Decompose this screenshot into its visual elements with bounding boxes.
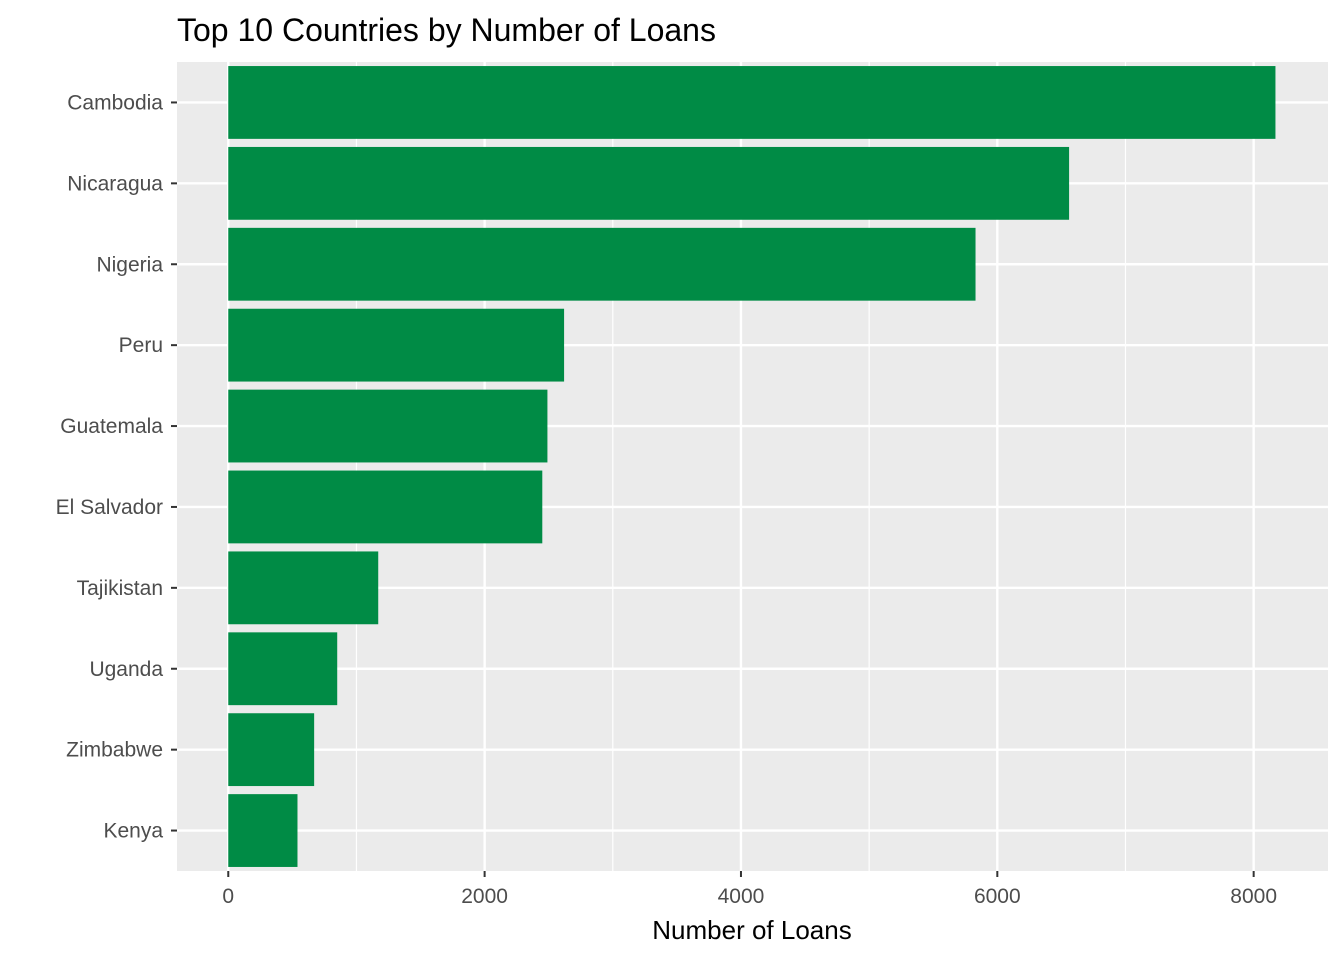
x-tick-label: 6000 [974,885,1021,908]
chart-title: Top 10 Countries by Number of Loans [177,12,716,48]
y-tick-label: El Salvador [56,496,163,519]
x-tick-label: 2000 [461,885,508,908]
bar [228,470,543,544]
bar [228,632,338,706]
y-tick-label: Cambodia [67,91,163,114]
y-tick-label: Guatemala [60,415,163,438]
bar [228,794,298,867]
bar [228,713,315,787]
x-axis-title: Number of Loans [652,915,851,945]
x-tick-label: 0 [222,885,234,908]
x-tick-label: 8000 [1230,885,1277,908]
bar [228,389,548,463]
bar [228,146,1070,220]
x-tick-label: 4000 [718,885,765,908]
x-axis: 0 2000 4000 6000 8000 [222,871,1277,908]
y-axis: Cambodia Nicaragua Nigeria Peru Guatemala El … [56,91,177,843]
y-tick-label: Uganda [89,658,163,681]
bar [228,66,1276,139]
y-tick-label: Zimbabwe [66,739,163,762]
bar [228,551,379,625]
y-tick-label: Tajikistan [77,577,163,600]
y-tick-label: Nigeria [96,253,163,276]
bar [228,227,976,301]
y-tick-label: Nicaragua [67,172,163,195]
bar [228,308,565,382]
y-tick-label: Peru [119,334,163,357]
bars [228,66,1276,867]
y-tick-label: Kenya [103,820,163,843]
